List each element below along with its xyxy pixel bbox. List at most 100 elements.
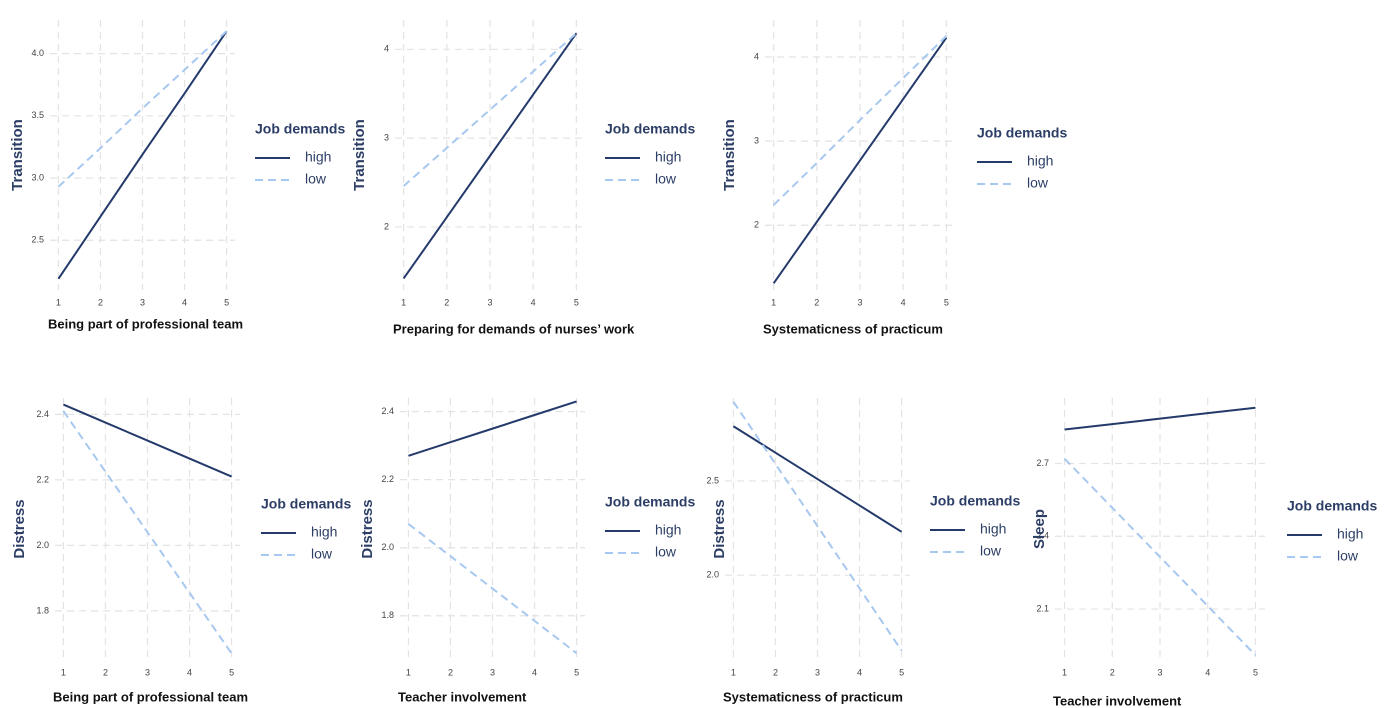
series-line	[408, 400, 577, 457]
y-axis-label: Distress	[359, 499, 376, 558]
y-tick-label: 2.0	[36, 540, 49, 550]
legend-title: Job demands	[1287, 498, 1377, 514]
x-tick-label: 4	[531, 297, 536, 307]
x-tick-label: 1	[401, 297, 406, 307]
y-tick-label: 2.4	[381, 406, 394, 416]
x-tick-label: 5	[574, 667, 579, 677]
legend-label: low	[1027, 175, 1049, 191]
x-axis-label: Systematicness of practicum	[763, 321, 943, 336]
x-axis-label: Being part of professional team	[53, 689, 248, 704]
x-axis-label: Being part of professional team	[48, 316, 243, 331]
x-tick-label: 3	[1157, 667, 1162, 677]
legend-label: high	[1337, 526, 1363, 542]
x-tick-label: 4	[182, 297, 187, 307]
y-axis-label: Distress	[11, 499, 28, 558]
legend-label: low	[980, 543, 1002, 559]
y-tick-label: 1.8	[381, 610, 394, 620]
x-tick-label: 1	[406, 667, 411, 677]
x-tick-label: 1	[1062, 667, 1067, 677]
x-tick-label: 3	[145, 667, 150, 677]
series-line	[402, 32, 578, 280]
x-tick-label: 2	[444, 297, 449, 307]
y-tick-label: 3	[384, 133, 389, 143]
y-tick-label: 2.0	[381, 542, 394, 552]
x-tick-label: 1	[61, 667, 66, 677]
y-tick-label: 2.2	[381, 474, 394, 484]
legend-label: high	[305, 149, 331, 165]
x-tick-label: 1	[731, 667, 736, 677]
series-line	[732, 401, 903, 652]
x-tick-label: 4	[532, 667, 537, 677]
x-tick-label: 4	[187, 667, 192, 677]
y-tick-label: 4	[754, 51, 759, 61]
x-tick-label: 2	[448, 667, 453, 677]
x-tick-label: 3	[815, 667, 820, 677]
y-tick-label: 2	[754, 220, 759, 230]
legend-label: high	[655, 149, 681, 165]
series-line	[772, 37, 948, 284]
series-line	[1063, 457, 1257, 656]
y-tick-label: 4	[384, 44, 389, 54]
x-tick-label: 2	[103, 667, 108, 677]
legend-label: high	[980, 521, 1006, 537]
y-axis-label: Transition	[721, 119, 738, 191]
legend-title: Job demands	[605, 494, 695, 510]
legend-label: low	[311, 546, 333, 562]
x-tick-label: 5	[944, 297, 949, 307]
y-tick-label: 2.7	[1036, 458, 1049, 468]
x-tick-label: 3	[140, 297, 145, 307]
x-tick-label: 1	[771, 297, 776, 307]
y-tick-label: 3.5	[31, 110, 44, 120]
series-line	[57, 30, 228, 280]
x-tick-label: 2	[773, 667, 778, 677]
legend-label: high	[311, 524, 337, 540]
x-tick-label: 4	[901, 297, 906, 307]
x-tick-label: 1	[56, 297, 61, 307]
y-axis-label: Transition	[9, 119, 26, 191]
legend-label: high	[655, 522, 681, 538]
y-axis-label: Sleep	[1031, 509, 1048, 549]
x-tick-label: 5	[899, 667, 904, 677]
series-line	[62, 410, 233, 655]
series-line	[732, 425, 903, 533]
x-tick-label: 4	[1205, 667, 1210, 677]
y-tick-label: 2.4	[1036, 531, 1049, 541]
y-tick-label: 2.1	[1036, 603, 1049, 613]
x-tick-label: 5	[574, 297, 579, 307]
x-axis-label: Teacher involvement	[398, 689, 527, 704]
x-tick-label: 5	[224, 297, 229, 307]
series-line	[63, 403, 232, 478]
series-line	[772, 35, 948, 206]
y-tick-label: 1.8	[36, 605, 49, 615]
y-tick-label: 4.0	[31, 48, 44, 58]
series-line	[407, 523, 578, 654]
y-tick-label: 2.4	[36, 409, 49, 419]
y-tick-label: 2.5	[706, 475, 719, 485]
x-axis-label: Teacher involvement	[1053, 693, 1182, 708]
x-tick-label: 2	[1110, 667, 1115, 677]
y-axis-label: Transition	[351, 119, 368, 191]
x-tick-label: 2	[814, 297, 819, 307]
x-axis-label: Preparing for demands of nurses’ work	[393, 321, 635, 336]
y-axis-label: Distress	[711, 499, 728, 558]
y-tick-label: 3.0	[31, 172, 44, 182]
x-tick-label: 4	[857, 667, 862, 677]
legend-label: low	[305, 171, 327, 187]
legend-title: Job demands	[977, 125, 1067, 141]
x-tick-label: 5	[1253, 667, 1258, 677]
legend-label: low	[655, 544, 677, 560]
x-tick-label: 3	[487, 297, 492, 307]
y-tick-label: 2.2	[36, 474, 49, 484]
legend-title: Job demands	[605, 121, 695, 137]
x-axis-label: Systematicness of practicum	[723, 689, 903, 704]
legend-label: low	[655, 171, 677, 187]
x-tick-label: 3	[857, 297, 862, 307]
legend-label: high	[1027, 153, 1053, 169]
y-tick-label: 2.0	[706, 570, 719, 580]
x-tick-label: 5	[229, 667, 234, 677]
legend-title: Job demands	[930, 493, 1020, 509]
series-line	[1064, 406, 1256, 431]
y-tick-label: 3	[754, 135, 759, 145]
x-tick-label: 2	[98, 297, 103, 307]
